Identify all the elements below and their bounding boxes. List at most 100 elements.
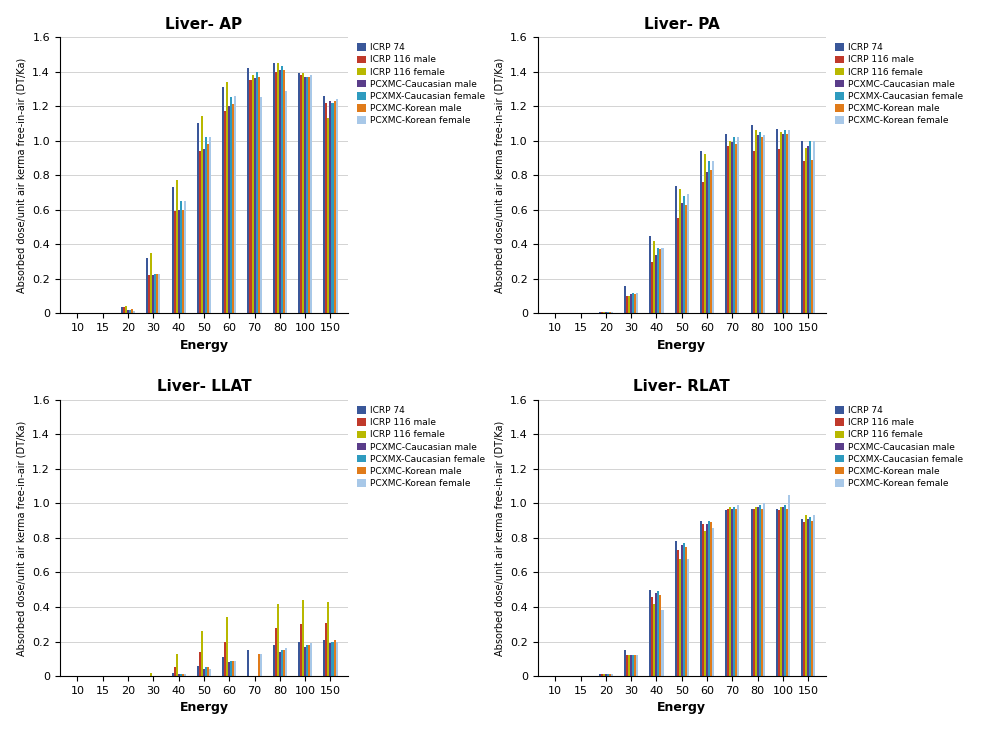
Bar	[152, 276, 154, 314]
Bar	[776, 129, 778, 314]
Bar	[247, 650, 249, 676]
Bar	[734, 507, 736, 676]
Bar	[259, 654, 261, 676]
Bar	[180, 674, 182, 676]
Bar	[677, 219, 679, 314]
Bar	[180, 201, 182, 314]
Bar	[658, 591, 660, 676]
Bar	[730, 507, 732, 676]
Bar	[803, 523, 805, 676]
Bar	[201, 631, 203, 676]
Bar	[634, 655, 636, 676]
Bar	[759, 505, 761, 676]
Bar	[761, 137, 763, 314]
Bar	[304, 77, 306, 314]
Bar	[763, 135, 765, 314]
Bar	[146, 258, 148, 314]
Bar	[627, 296, 628, 314]
Bar	[603, 674, 605, 676]
Bar	[199, 652, 201, 676]
Bar	[235, 96, 237, 314]
Bar	[681, 202, 682, 314]
Bar	[300, 75, 302, 314]
Bar	[662, 248, 664, 314]
Bar	[599, 311, 601, 314]
Bar	[279, 70, 281, 314]
Bar	[784, 505, 786, 676]
Bar	[651, 596, 653, 676]
Bar	[628, 296, 630, 314]
Bar	[323, 96, 325, 314]
Bar	[630, 295, 632, 314]
Bar	[205, 667, 207, 676]
Title: Liver- RLAT: Liver- RLAT	[633, 379, 731, 395]
Bar	[712, 162, 714, 314]
Bar	[782, 507, 784, 676]
X-axis label: Energy: Energy	[657, 338, 706, 352]
Bar	[710, 170, 712, 314]
Bar	[649, 235, 651, 314]
Bar	[222, 87, 224, 314]
Bar	[205, 137, 207, 314]
Bar	[682, 196, 684, 314]
Bar	[736, 144, 737, 314]
Bar	[649, 590, 651, 676]
Bar	[754, 130, 757, 314]
Bar	[249, 80, 251, 314]
Bar	[277, 63, 279, 314]
Bar	[131, 309, 134, 314]
Bar	[700, 520, 702, 676]
Bar	[737, 505, 739, 676]
Bar	[184, 674, 186, 676]
Bar	[277, 604, 279, 676]
Bar	[811, 520, 813, 676]
Bar	[726, 134, 728, 314]
Bar	[702, 182, 704, 314]
Legend: ICRP 74, ICRP 116 male, ICRP 116 female, PCXMC-Caucasian male, PCXMX-Caucasian f: ICRP 74, ICRP 116 male, ICRP 116 female,…	[834, 404, 964, 490]
Bar	[228, 662, 230, 676]
Bar	[752, 509, 754, 676]
Bar	[279, 652, 281, 676]
Bar	[599, 674, 601, 676]
Bar	[732, 143, 734, 314]
Title: Liver- LLAT: Liver- LLAT	[156, 379, 251, 395]
Bar	[336, 642, 338, 676]
Bar	[784, 130, 786, 314]
Bar	[308, 645, 310, 676]
Bar	[805, 148, 807, 314]
Bar	[679, 189, 681, 314]
Bar	[134, 311, 136, 314]
Legend: ICRP 74, ICRP 116 male, ICRP 116 female, PCXMC-Caucasian male, PCXMX-Caucasian f: ICRP 74, ICRP 116 male, ICRP 116 female,…	[834, 42, 964, 127]
Bar	[609, 674, 611, 676]
Bar	[634, 295, 636, 314]
Bar	[786, 134, 788, 314]
Bar	[325, 102, 327, 314]
Legend: ICRP 74, ICRP 116 male, ICRP 116 female, PCXMC-Caucasian male, PCXMX-Caucasian f: ICRP 74, ICRP 116 male, ICRP 116 female,…	[355, 42, 487, 127]
Bar	[780, 132, 782, 314]
Bar	[611, 674, 613, 676]
Bar	[329, 101, 332, 314]
Bar	[778, 149, 780, 314]
Bar	[778, 510, 780, 676]
Bar	[611, 311, 613, 314]
Bar	[178, 674, 180, 676]
Bar	[704, 154, 706, 314]
Bar	[801, 519, 803, 676]
Bar	[728, 509, 730, 676]
Bar	[700, 151, 702, 314]
Bar	[285, 91, 287, 314]
Bar	[730, 140, 732, 314]
Bar	[601, 311, 603, 314]
Bar	[150, 673, 152, 676]
Bar	[148, 276, 150, 314]
Bar	[788, 130, 791, 314]
Bar	[761, 509, 763, 676]
Bar	[207, 667, 209, 676]
Bar	[327, 118, 329, 314]
Bar	[329, 643, 332, 676]
Bar	[281, 650, 283, 676]
Bar	[782, 134, 784, 314]
Title: Liver- AP: Liver- AP	[165, 17, 243, 31]
Bar	[636, 292, 638, 314]
Bar	[283, 650, 285, 676]
